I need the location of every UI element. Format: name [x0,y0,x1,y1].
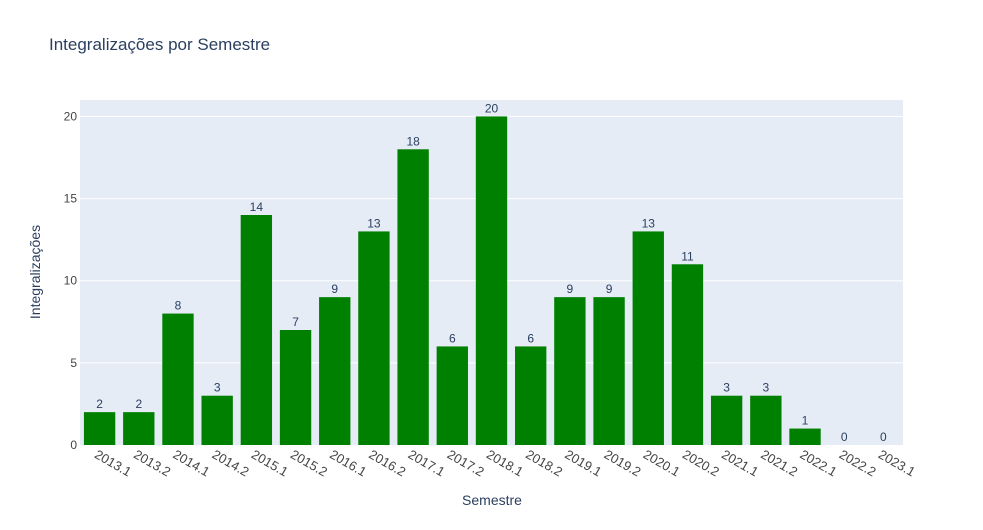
x-tick-label: 2016.2 [366,447,408,480]
x-axis-ticks: 2013.12013.22014.12014.22015.12015.22016… [92,447,918,480]
bar-value-label: 7 [292,315,299,329]
bar-2022.1[interactable] [789,428,821,445]
bar-value-label: 2 [96,397,103,411]
x-tick-label: 2017.1 [406,447,448,480]
bar-2018.1[interactable] [475,116,508,445]
x-tick-label: 2014.2 [210,447,252,480]
bar-2020.1[interactable] [632,231,664,445]
bar-value-label: 8 [175,299,182,313]
bar-value-label: 0 [880,430,887,444]
bar-2013.1[interactable] [83,412,116,445]
x-tick-label: 2021.1 [719,447,761,480]
bar-value-label: 11 [681,249,694,263]
bar-value-label: 9 [331,282,338,296]
x-axis-title: Semestre [462,492,522,508]
bar-value-label: 6 [449,331,456,345]
x-tick-label: 2015.1 [249,447,291,480]
bar-value-label: 9 [567,282,574,296]
x-tick-label: 2015.2 [288,447,330,480]
y-axis-ticks: 0 5 10 15 20 [64,109,78,452]
x-tick-label: 2016.1 [327,447,369,480]
bar-value-label: 13 [642,216,656,230]
bar-value-label: 9 [606,282,613,296]
bar-value-label: 6 [527,331,534,345]
chart-title: Integralizações por Semestre [49,35,270,54]
x-tick-label: 2022.1 [798,447,840,480]
y-tick-label: 5 [70,356,77,370]
x-tick-label: 2020.1 [641,447,683,480]
x-tick-label: 2014.1 [170,447,212,480]
bar-2019.1[interactable] [554,297,586,445]
bar-2021.1[interactable] [710,395,743,445]
bar-value-label: 13 [367,216,381,230]
x-tick-label: 2013.1 [92,447,134,480]
x-tick-label: 2017.2 [445,447,487,480]
bar-2015.1[interactable] [240,215,273,445]
bar-2021.2[interactable] [750,395,782,445]
bar-2016.1[interactable] [319,297,351,445]
bar-2017.1[interactable] [397,149,429,446]
bar-value-labels: 2 2 8 3 14 7 9 13 18 6 20 6 9 9 13 11 3 3 1 0 0 [96,101,887,444]
x-tick-label: 2019.2 [602,447,644,480]
bar-value-label: 3 [214,381,221,395]
y-tick-label: 15 [64,192,78,206]
bar-value-label: 0 [841,430,848,444]
bar-value-label: 3 [762,381,769,395]
bar-value-label: 2 [135,397,142,411]
x-tick-label: 2023.1 [876,447,918,480]
bar-2014.2[interactable] [201,395,233,445]
x-tick-label: 2018.2 [523,447,565,480]
x-tick-label: 2020.2 [680,447,722,480]
bar-2020.2[interactable] [671,264,704,445]
x-tick-label: 2018.1 [484,447,526,480]
bar-2016.2[interactable] [358,231,390,445]
x-tick-label: 2021.2 [758,447,800,480]
bar-2017.2[interactable] [436,346,468,445]
bar-2015.2[interactable] [279,330,312,445]
y-tick-label: 0 [70,438,77,452]
bar-value-label: 14 [250,200,264,214]
y-tick-label: 20 [64,109,78,123]
bar-value-label: 3 [723,381,730,395]
bar-value-label: 1 [802,414,809,428]
bar-value-label: 20 [485,101,499,115]
bar-2013.2[interactable] [123,412,155,445]
bars [83,116,821,446]
bar-2014.1[interactable] [162,313,194,445]
x-tick-label: 2022.2 [837,447,879,480]
bar-value-label: 18 [406,134,420,148]
y-axis-title: Integralizações [27,225,43,319]
x-tick-label: 2019.1 [562,447,604,480]
bar-2018.2[interactable] [515,346,547,445]
x-tick-label: 2013.2 [131,447,173,480]
bar-2019.2[interactable] [593,297,625,445]
y-tick-label: 10 [64,274,78,288]
